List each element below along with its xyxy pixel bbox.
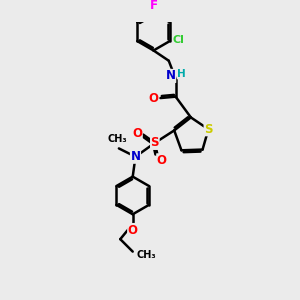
Text: F: F: [149, 0, 158, 12]
Text: Cl: Cl: [173, 35, 184, 45]
Text: S: S: [151, 136, 159, 149]
Text: CH₃: CH₃: [137, 250, 157, 260]
Text: O: O: [157, 154, 167, 167]
Text: O: O: [128, 224, 138, 236]
Text: CH₃: CH₃: [108, 134, 127, 144]
Text: N: N: [166, 69, 176, 82]
Text: N: N: [130, 150, 140, 163]
Text: O: O: [148, 92, 158, 105]
Text: S: S: [204, 123, 213, 136]
Text: H: H: [177, 69, 186, 79]
Text: O: O: [132, 127, 142, 140]
